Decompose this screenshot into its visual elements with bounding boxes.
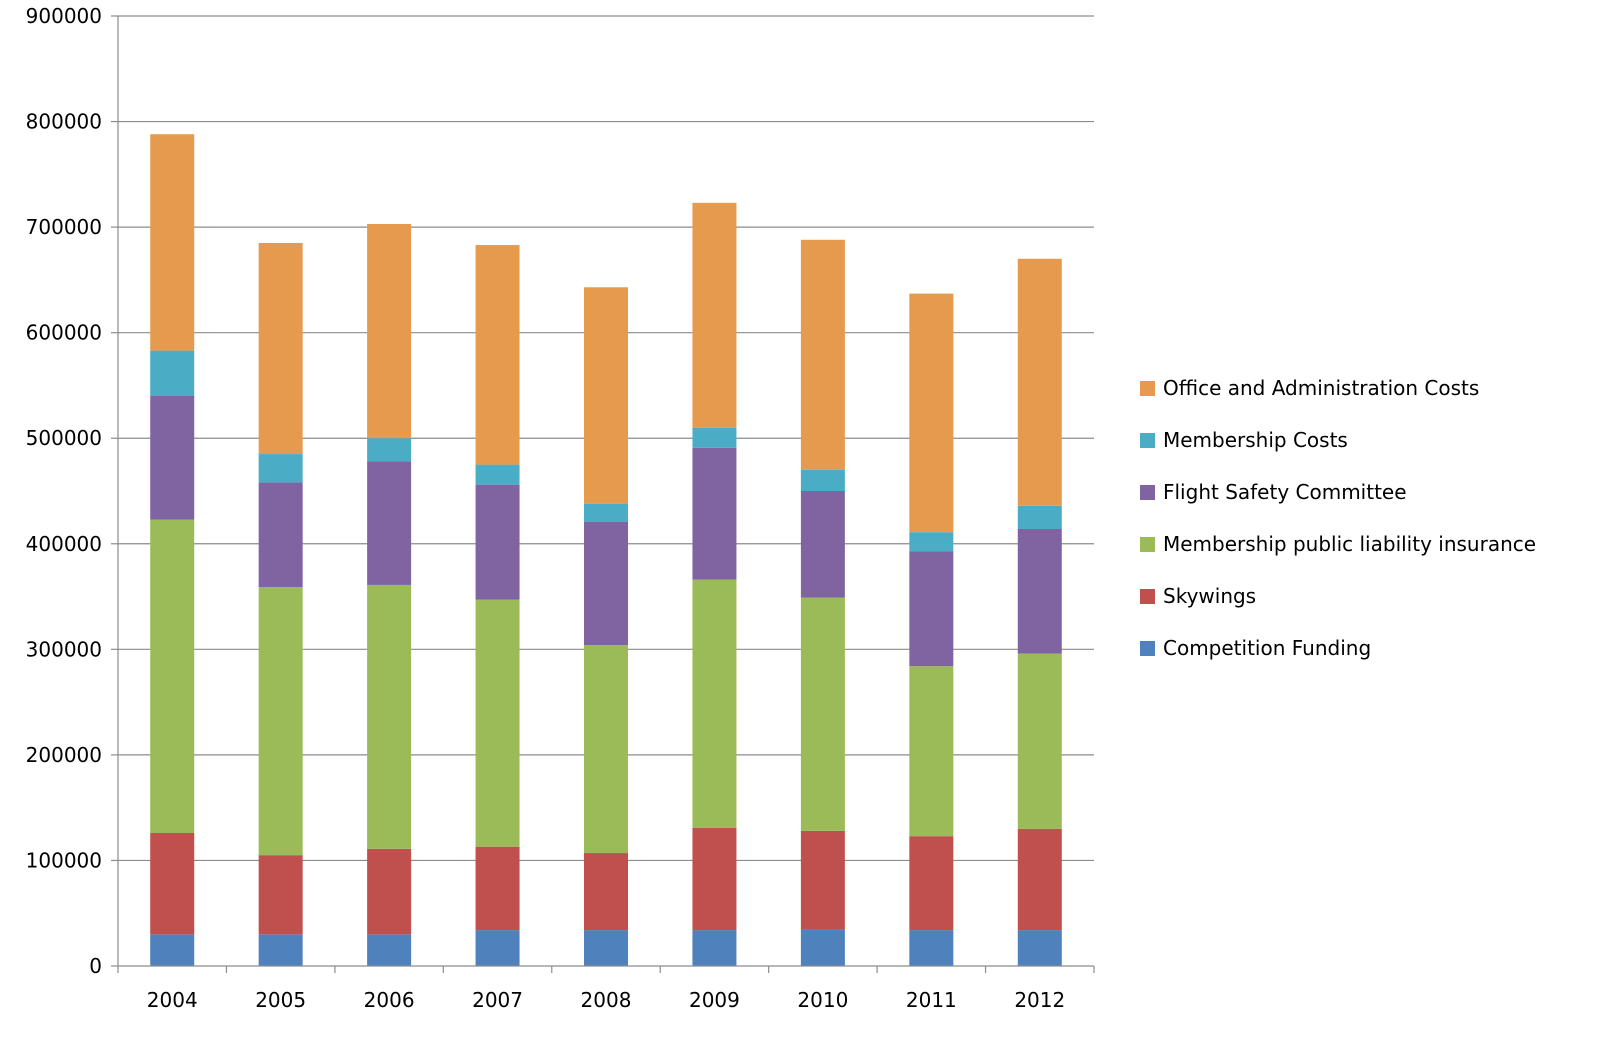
bar-segment-skywings-2007 xyxy=(475,846,520,931)
bar-segment-competition-funding-2008 xyxy=(584,930,628,966)
bar-segment-competition-funding-2006 xyxy=(367,934,412,966)
y-tick-label: 700000 xyxy=(26,215,102,239)
bar-segment-skywings-2006 xyxy=(367,848,412,935)
bar-segment-membership-public-liability-insurance-2007 xyxy=(475,599,520,847)
x-tick-label: 2007 xyxy=(472,988,523,1012)
bar-segment-membership-costs-2005 xyxy=(258,454,303,483)
bar-segment-skywings-2004 xyxy=(150,833,195,935)
bar-segment-competition-funding-2010 xyxy=(800,929,845,966)
bar-segment-membership-costs-2010 xyxy=(800,469,845,491)
legend-item: Membership public liability insurance xyxy=(1140,518,1600,570)
bar-segment-flight-safety-committee-2006 xyxy=(367,461,412,585)
bar-segment-office-and-administration-costs-2010 xyxy=(800,239,845,470)
y-tick-label: 900000 xyxy=(26,4,102,28)
bar-segment-office-and-administration-costs-2012 xyxy=(1017,258,1062,506)
legend-swatch xyxy=(1140,640,1155,656)
bar-segment-flight-safety-committee-2010 xyxy=(800,491,845,598)
legend-label: Membership public liability insurance xyxy=(1163,532,1537,556)
bar-segment-office-and-administration-costs-2007 xyxy=(475,245,520,465)
bar-segment-membership-public-liability-insurance-2012 xyxy=(1017,653,1062,829)
y-tick-label: 200000 xyxy=(26,743,102,767)
legend-swatch xyxy=(1140,380,1155,396)
bar-segment-competition-funding-2009 xyxy=(692,930,737,966)
bar-segment-membership-public-liability-insurance-2006 xyxy=(367,584,412,849)
bar-segment-skywings-2005 xyxy=(258,855,303,935)
y-tick-label: 0 xyxy=(89,954,102,978)
bar-segment-competition-funding-2004 xyxy=(150,934,195,966)
y-tick-label: 300000 xyxy=(26,637,102,661)
bar-segment-skywings-2009 xyxy=(692,827,737,931)
bar-segment-flight-safety-committee-2007 xyxy=(475,484,520,600)
bar-segment-office-and-administration-costs-2004 xyxy=(150,134,195,351)
bar-segment-office-and-administration-costs-2005 xyxy=(258,242,303,455)
bars xyxy=(150,134,1062,966)
x-tick-label: 2010 xyxy=(797,988,848,1012)
bar-segment-membership-costs-2006 xyxy=(367,438,412,462)
x-tick-label: 2006 xyxy=(364,988,415,1012)
bar-segment-membership-costs-2011 xyxy=(909,532,954,552)
bar-segment-membership-public-liability-insurance-2010 xyxy=(800,597,845,831)
bar-segment-office-and-administration-costs-2011 xyxy=(909,293,954,533)
legend-item: Skywings xyxy=(1140,570,1600,622)
tick-labels: 0 100000 200000 300000 400000 500000 600000 700… xyxy=(26,4,1066,1012)
bar-segment-membership-costs-2008 xyxy=(584,503,628,522)
bar-segment-membership-public-liability-insurance-2005 xyxy=(258,587,303,856)
y-tick-label: 400000 xyxy=(26,532,102,556)
bar-segment-flight-safety-committee-2012 xyxy=(1017,529,1062,654)
legend-swatch xyxy=(1140,588,1155,604)
y-tick-label: 800000 xyxy=(26,110,102,134)
legend-label: Membership Costs xyxy=(1163,428,1348,452)
bar-segment-flight-safety-committee-2004 xyxy=(150,396,195,520)
bar-segment-membership-costs-2012 xyxy=(1017,505,1062,529)
legend-label: Flight Safety Committee xyxy=(1163,480,1407,504)
legend-item: Competition Funding xyxy=(1140,622,1600,674)
bar-segment-competition-funding-2007 xyxy=(475,930,520,966)
bar-segment-competition-funding-2012 xyxy=(1017,930,1062,966)
bar-segment-competition-funding-2011 xyxy=(909,930,954,966)
bar-segment-flight-safety-committee-2008 xyxy=(584,521,628,646)
bar-segment-membership-public-liability-insurance-2008 xyxy=(584,645,628,854)
legend-item: Office and Administration Costs xyxy=(1140,362,1600,414)
bar-segment-office-and-administration-costs-2006 xyxy=(367,223,412,439)
legend: Office and Administration Costs Membershi… xyxy=(1140,362,1600,674)
bar-segment-membership-public-liability-insurance-2004 xyxy=(150,519,195,833)
x-tick-label: 2004 xyxy=(147,988,198,1012)
bar-segment-skywings-2010 xyxy=(800,830,845,930)
x-tick-label: 2012 xyxy=(1014,988,1065,1012)
x-tick-label: 2005 xyxy=(255,988,306,1012)
bar-segment-membership-costs-2004 xyxy=(150,350,195,396)
bar-segment-membership-public-liability-insurance-2011 xyxy=(909,666,954,837)
axes xyxy=(111,15,1095,973)
bar-segment-office-and-administration-costs-2008 xyxy=(584,287,628,504)
legend-label: Competition Funding xyxy=(1163,636,1372,660)
bar-segment-flight-safety-committee-2009 xyxy=(692,447,737,580)
bar-segment-office-and-administration-costs-2009 xyxy=(692,202,737,428)
y-tick-label: 100000 xyxy=(26,848,102,872)
bar-segment-membership-costs-2009 xyxy=(692,427,737,448)
y-tick-label: 600000 xyxy=(26,321,102,345)
bar-segment-membership-public-liability-insurance-2009 xyxy=(692,579,737,828)
legend-item: Flight Safety Committee xyxy=(1140,466,1600,518)
x-tick-label: 2008 xyxy=(581,988,632,1012)
x-tick-label: 2009 xyxy=(689,988,740,1012)
bar-segment-skywings-2012 xyxy=(1017,828,1062,931)
bar-segment-membership-costs-2007 xyxy=(475,464,520,485)
bar-segment-skywings-2008 xyxy=(584,853,628,931)
bar-segment-flight-safety-committee-2005 xyxy=(258,482,303,588)
legend-swatch xyxy=(1140,536,1155,552)
y-tick-label: 500000 xyxy=(26,426,102,450)
x-tick-label: 2011 xyxy=(906,988,957,1012)
legend-label: Office and Administration Costs xyxy=(1163,376,1480,400)
bar-segment-skywings-2011 xyxy=(909,836,954,931)
bar-segment-flight-safety-committee-2011 xyxy=(909,551,954,667)
legend-item: Membership Costs xyxy=(1140,414,1600,466)
bar-segment-competition-funding-2005 xyxy=(258,934,303,966)
legend-label: Skywings xyxy=(1163,584,1257,608)
legend-swatch xyxy=(1140,432,1155,448)
legend-swatch xyxy=(1140,484,1155,500)
